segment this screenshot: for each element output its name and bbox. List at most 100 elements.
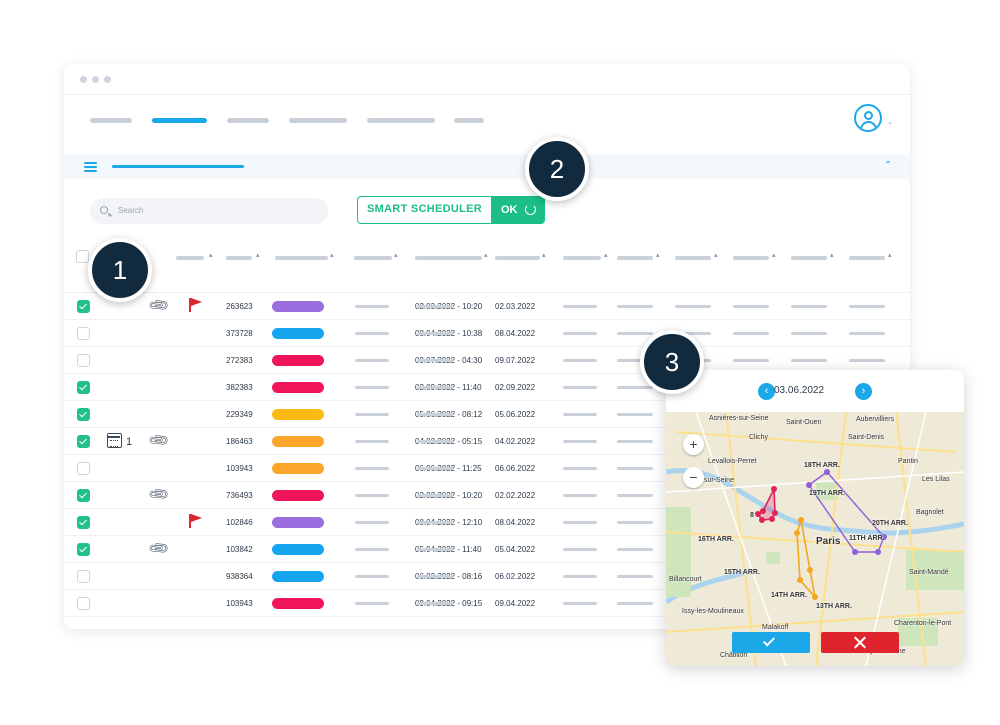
column-header[interactable] (563, 256, 601, 260)
user-avatar-icon[interactable] (854, 104, 882, 132)
attachment-icon[interactable]: 📎︎ (146, 482, 171, 506)
row-checkbox[interactable] (77, 462, 90, 475)
sort-icon[interactable]: ▴ (888, 252, 892, 259)
column-header[interactable] (176, 256, 204, 260)
nav-tab-4[interactable] (289, 118, 347, 123)
order-id: 736493 (226, 491, 253, 500)
column-header[interactable] (275, 256, 328, 260)
column-header[interactable] (617, 256, 653, 260)
row-checkbox[interactable] (77, 435, 90, 448)
row-checkbox[interactable] (77, 408, 90, 421)
placeholder-cell (849, 359, 885, 362)
calendar-icon[interactable] (107, 433, 122, 448)
sort-icon[interactable]: ▴ (484, 252, 488, 259)
column-header[interactable] (354, 256, 392, 260)
row-checkbox[interactable] (77, 516, 90, 529)
select-all-checkbox[interactable] (76, 250, 89, 263)
sort-icon[interactable]: ▴ (604, 252, 608, 259)
order-id: 272383 (226, 356, 253, 365)
nav-tab-5[interactable] (367, 118, 435, 123)
avatar-head (864, 111, 873, 120)
ok-button[interactable]: OK (491, 197, 544, 223)
row-checkbox[interactable] (77, 354, 90, 367)
status-pill (272, 328, 324, 339)
column-header[interactable] (495, 256, 540, 260)
nav-tab-1[interactable] (90, 118, 132, 123)
list-view-icon[interactable] (84, 162, 97, 172)
column-header[interactable] (849, 256, 885, 260)
column-header[interactable] (415, 256, 482, 260)
attachment-icon[interactable]: 📎︎ (146, 428, 171, 452)
map-stop-marker (769, 516, 775, 522)
status-pill (272, 436, 324, 447)
confirm-button[interactable] (732, 632, 810, 653)
row-checkbox[interactable] (77, 327, 90, 340)
nav-tab-2-active[interactable] (152, 118, 207, 123)
flag-icon[interactable] (189, 298, 202, 312)
column-header[interactable] (791, 256, 827, 260)
map-label: 13TH ARR. (816, 603, 852, 610)
window-dot[interactable] (104, 76, 111, 83)
sort-icon[interactable]: ▴ (394, 252, 398, 259)
zoom-in-button[interactable]: + (683, 434, 704, 455)
date-cell: 08.04.2022 (495, 329, 536, 338)
attachment-icon[interactable]: 📎︎ (146, 536, 171, 560)
sort-icon[interactable]: ▴ (772, 252, 776, 259)
row-checkbox[interactable] (77, 597, 90, 610)
order-id: 263623 (226, 302, 253, 311)
map-stop-marker (759, 517, 765, 523)
next-date-button[interactable]: › (855, 383, 872, 400)
column-header[interactable] (733, 256, 769, 260)
placeholder-cell (849, 305, 885, 308)
column-header[interactable] (226, 256, 252, 260)
step-badge-1: 1 (88, 238, 152, 302)
previous-date-button[interactable]: ‹ (758, 383, 775, 400)
date-cell: 02.02.2022 (495, 491, 536, 500)
attachment-icon[interactable]: 📎︎ (146, 293, 171, 317)
placeholder-cell (355, 602, 389, 605)
window-dot[interactable] (80, 76, 87, 83)
row-checkbox[interactable] (77, 300, 90, 313)
sort-icon[interactable]: ▴ (714, 252, 718, 259)
sort-icon[interactable]: ▴ (330, 252, 334, 259)
chevron-down-icon[interactable]: ⌄ (887, 119, 893, 126)
sort-icon[interactable]: ▴ (209, 252, 213, 259)
sort-icon[interactable]: ▴ (656, 252, 660, 259)
placeholder-cell (355, 413, 389, 416)
placeholder-cell (355, 440, 389, 443)
zoom-out-button[interactable]: − (683, 467, 704, 488)
nav-tab-3[interactable] (227, 118, 269, 123)
nav-tab-6[interactable] (454, 118, 484, 123)
column-header[interactable] (675, 256, 711, 260)
date-cell: 06.06.2022 (495, 464, 536, 473)
sort-icon[interactable]: ▴ (542, 252, 546, 259)
map-label: 18TH ARR. (804, 462, 840, 469)
placeholder-cell (355, 548, 389, 551)
window-dot[interactable] (92, 76, 99, 83)
row-checkbox[interactable] (77, 570, 90, 583)
placeholder-cell (417, 332, 453, 335)
route-map[interactable]: Asnières-sur-Seine Saint-Ouen Aubervilli… (666, 412, 964, 666)
map-date: 03.06.2022 (774, 385, 825, 396)
reject-button[interactable] (821, 632, 899, 653)
sort-icon[interactable]: ▴ (830, 252, 834, 259)
placeholder-cell (417, 359, 453, 362)
placeholder-cell (355, 467, 389, 470)
flag-icon[interactable] (189, 514, 202, 528)
row-checkbox[interactable] (77, 543, 90, 556)
map-label: Billancourt (669, 576, 702, 583)
search-input[interactable]: Search (90, 198, 328, 224)
row-checkbox[interactable] (77, 489, 90, 502)
row-checkbox[interactable] (77, 381, 90, 394)
placeholder-cell (417, 548, 453, 551)
date-cell: 05.04.2022 (495, 545, 536, 554)
map-stop-marker (798, 517, 804, 523)
smart-scheduler-button[interactable]: SMART SCHEDULER (366, 203, 483, 215)
chevron-up-icon[interactable]: ⌃ (884, 160, 893, 171)
sort-icon[interactable]: ▴ (256, 252, 260, 259)
status-pill (272, 409, 324, 420)
